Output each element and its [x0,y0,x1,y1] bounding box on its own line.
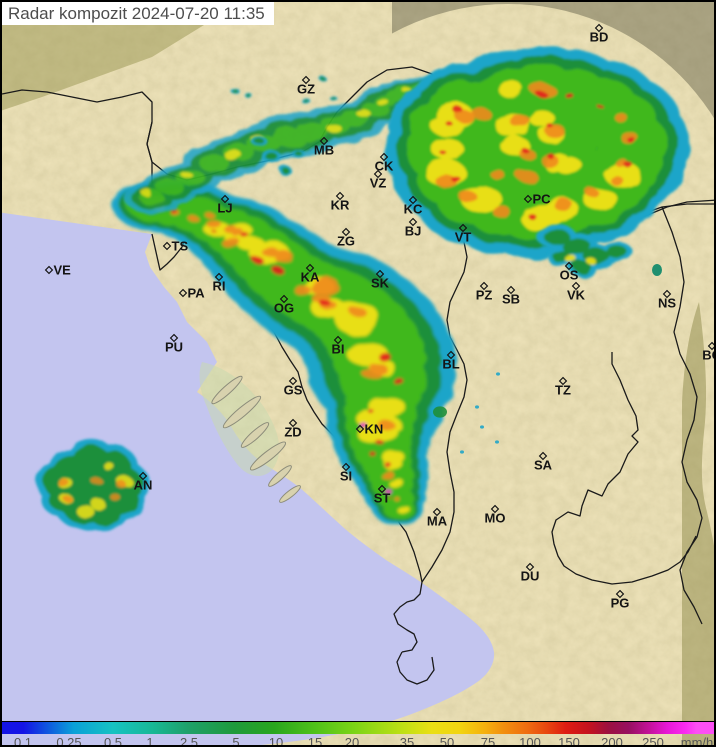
svg-text:ZG: ZG [337,234,355,249]
svg-text:KC: KC [404,202,423,217]
svg-text:PZ: PZ [476,288,493,303]
svg-text:VE: VE [54,263,72,278]
svg-text:PG: PG [611,596,630,611]
svg-text:PU: PU [165,340,183,355]
svg-text:MB: MB [314,143,334,158]
svg-text:OG: OG [274,301,294,316]
svg-text:DU: DU [521,569,540,584]
svg-text:BL: BL [442,357,459,372]
svg-text:BG: BG [702,348,716,363]
svg-text:PC: PC [533,192,552,207]
svg-text:MO: MO [485,511,506,526]
svg-text:RI: RI [213,279,226,294]
svg-text:BD: BD [590,30,609,45]
svg-text:GS: GS [284,383,303,398]
svg-text:PA: PA [188,286,206,301]
svg-text:KN: KN [365,422,384,437]
svg-text:BJ: BJ [405,224,422,239]
svg-text:SI: SI [340,469,352,484]
svg-text:ZD: ZD [284,425,301,440]
svg-text:LJ: LJ [217,201,232,216]
svg-text:VZ: VZ [370,176,387,191]
svg-text:OS: OS [560,268,579,283]
svg-text:TZ: TZ [555,383,571,398]
svg-text:SB: SB [502,292,520,307]
svg-text:KA: KA [301,270,320,285]
svg-text:ST: ST [374,491,391,506]
svg-text:VK: VK [567,288,586,303]
svg-text:KR: KR [331,198,350,213]
svg-text:NS: NS [658,296,676,311]
svg-text:MA: MA [427,514,448,529]
svg-text:SK: SK [371,276,390,291]
svg-text:SA: SA [534,458,553,473]
svg-text:VT: VT [455,230,472,245]
svg-text:GZ: GZ [297,82,315,97]
svg-text:BI: BI [332,342,345,357]
svg-text:AN: AN [134,478,153,493]
svg-text:TS: TS [172,239,189,254]
